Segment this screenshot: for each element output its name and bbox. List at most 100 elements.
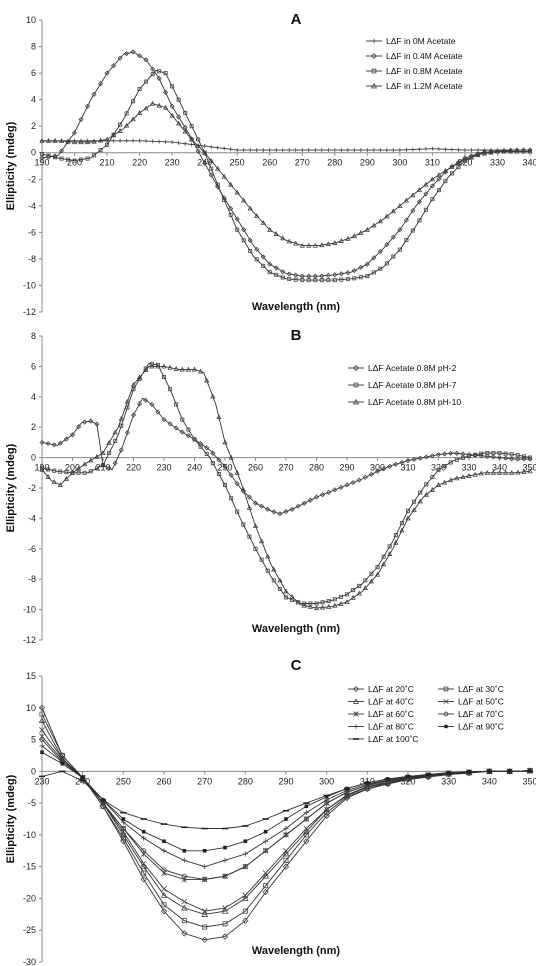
data-point xyxy=(460,474,466,480)
data-point xyxy=(488,149,494,155)
data-point xyxy=(404,147,409,152)
data-point xyxy=(267,261,273,267)
data-point xyxy=(234,189,240,195)
data-point xyxy=(370,82,378,89)
data-point xyxy=(150,139,155,144)
y-tick-label: -25 xyxy=(23,925,36,935)
data-point xyxy=(39,155,45,161)
data-point xyxy=(380,561,387,567)
data-point xyxy=(157,139,162,144)
data-point xyxy=(368,578,375,584)
data-point xyxy=(319,604,326,610)
data-point xyxy=(326,148,331,153)
x-tick-label: 330 xyxy=(490,158,505,168)
y-axis-label: Ellipticity (mdeg) xyxy=(5,443,17,532)
data-point xyxy=(462,156,468,162)
series-line xyxy=(41,707,531,941)
data-point xyxy=(215,165,221,171)
data-point xyxy=(320,600,325,605)
data-point xyxy=(40,152,45,157)
data-point xyxy=(410,147,415,152)
data-point xyxy=(242,917,249,924)
panel-c: 151050-5-10-15-20-25-3023024025026027028… xyxy=(5,657,536,966)
data-point xyxy=(195,148,201,154)
data-point xyxy=(344,592,349,597)
x-tick-label: 310 xyxy=(400,463,415,473)
legend-label: LΔF at 100˚C xyxy=(368,734,419,744)
y-tick-label: -20 xyxy=(23,893,36,903)
data-point xyxy=(353,711,359,717)
series-line xyxy=(42,140,530,151)
data-point xyxy=(59,156,64,161)
data-point xyxy=(319,242,325,248)
data-point xyxy=(131,99,136,104)
data-point xyxy=(299,242,305,248)
data-point xyxy=(247,237,253,243)
data-point xyxy=(141,870,147,876)
data-point xyxy=(228,147,233,152)
data-point xyxy=(307,604,314,609)
data-point xyxy=(384,242,390,248)
data-point xyxy=(185,433,191,439)
data-point xyxy=(374,468,381,474)
x-tick-label: 350 xyxy=(522,463,536,473)
data-point xyxy=(384,148,389,153)
data-point xyxy=(118,447,124,453)
data-point xyxy=(181,930,188,937)
data-point xyxy=(161,363,167,369)
data-point xyxy=(277,511,283,517)
data-point xyxy=(441,479,448,485)
data-point xyxy=(283,857,289,863)
data-point xyxy=(283,588,289,594)
data-point xyxy=(260,254,266,260)
x-tick-label: 290 xyxy=(339,463,354,473)
data-point xyxy=(351,233,357,239)
data-point xyxy=(384,213,390,219)
data-point xyxy=(261,263,266,268)
data-point xyxy=(301,500,307,506)
data-point xyxy=(391,254,396,259)
data-point xyxy=(198,444,203,449)
data-point xyxy=(521,456,527,462)
data-point xyxy=(176,140,181,145)
data-point xyxy=(161,848,167,854)
y-tick-label: 8 xyxy=(31,42,36,52)
legend-entry: LΔF Acetate 0.8M pH-7 xyxy=(348,380,457,390)
data-point xyxy=(265,553,271,559)
data-point xyxy=(181,898,188,905)
data-point xyxy=(242,864,248,870)
data-point xyxy=(180,417,185,422)
data-point xyxy=(271,578,276,583)
series-2 xyxy=(40,69,533,283)
data-point xyxy=(358,230,364,235)
data-point xyxy=(435,482,442,487)
data-point xyxy=(228,212,233,217)
data-point xyxy=(253,546,258,551)
data-point xyxy=(444,724,448,729)
data-point xyxy=(80,775,85,780)
data-point xyxy=(182,848,187,853)
data-point xyxy=(362,474,368,480)
data-point xyxy=(222,921,228,927)
y-tick-label: 10 xyxy=(26,703,36,713)
data-point xyxy=(252,500,259,506)
data-point xyxy=(436,188,441,193)
data-point xyxy=(51,442,57,448)
data-point xyxy=(241,197,247,203)
data-point xyxy=(221,173,227,179)
data-point xyxy=(181,873,187,879)
data-point xyxy=(423,491,429,497)
x-axis-label: Wavelength (nm) xyxy=(252,301,341,313)
data-point xyxy=(222,197,227,202)
data-point xyxy=(91,138,97,144)
y-tick-label: -6 xyxy=(28,227,36,237)
data-point xyxy=(222,857,228,863)
data-point xyxy=(377,248,383,255)
data-point xyxy=(196,137,201,142)
data-point xyxy=(140,860,147,867)
legend-label: LΔF at 60˚C xyxy=(368,709,414,719)
legend-label: LΔF in 0.8M Acetate xyxy=(386,66,463,76)
data-point xyxy=(429,176,436,182)
legend-entry: LΔF at 30˚C xyxy=(438,684,504,694)
